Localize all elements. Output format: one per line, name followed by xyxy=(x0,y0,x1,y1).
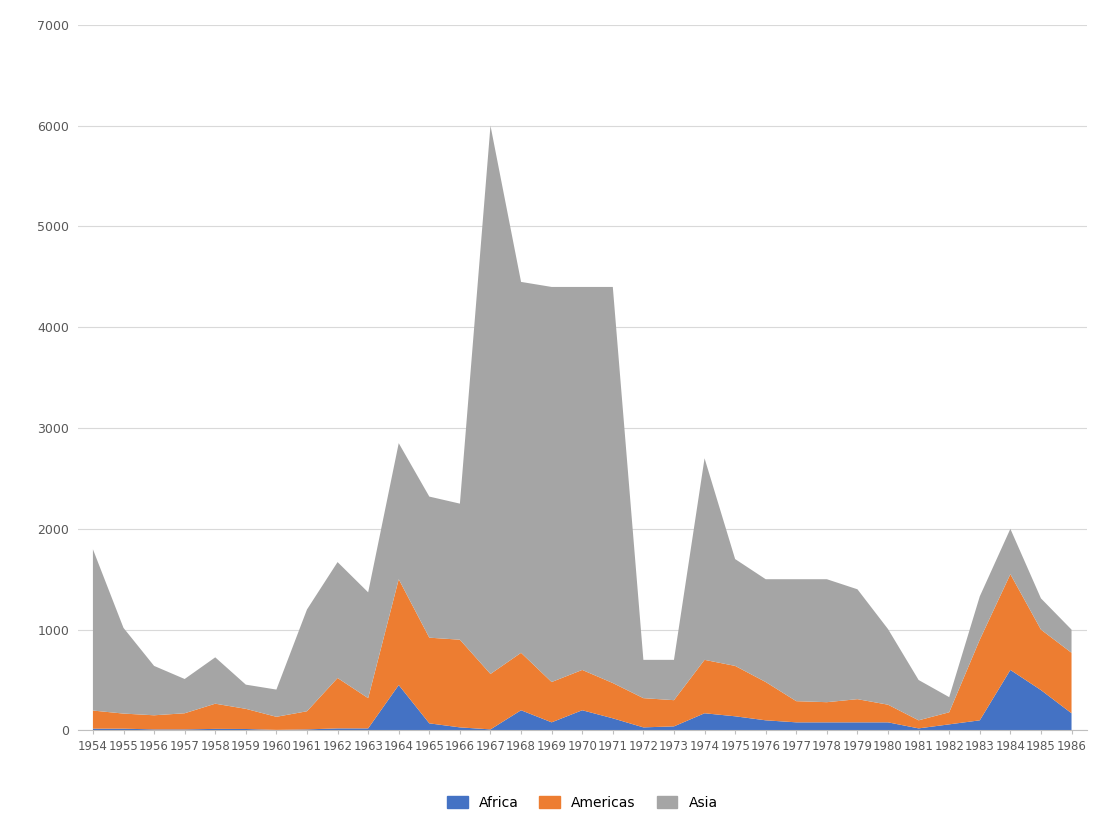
Legend: Africa, Americas, Asia: Africa, Americas, Asia xyxy=(441,790,723,815)
